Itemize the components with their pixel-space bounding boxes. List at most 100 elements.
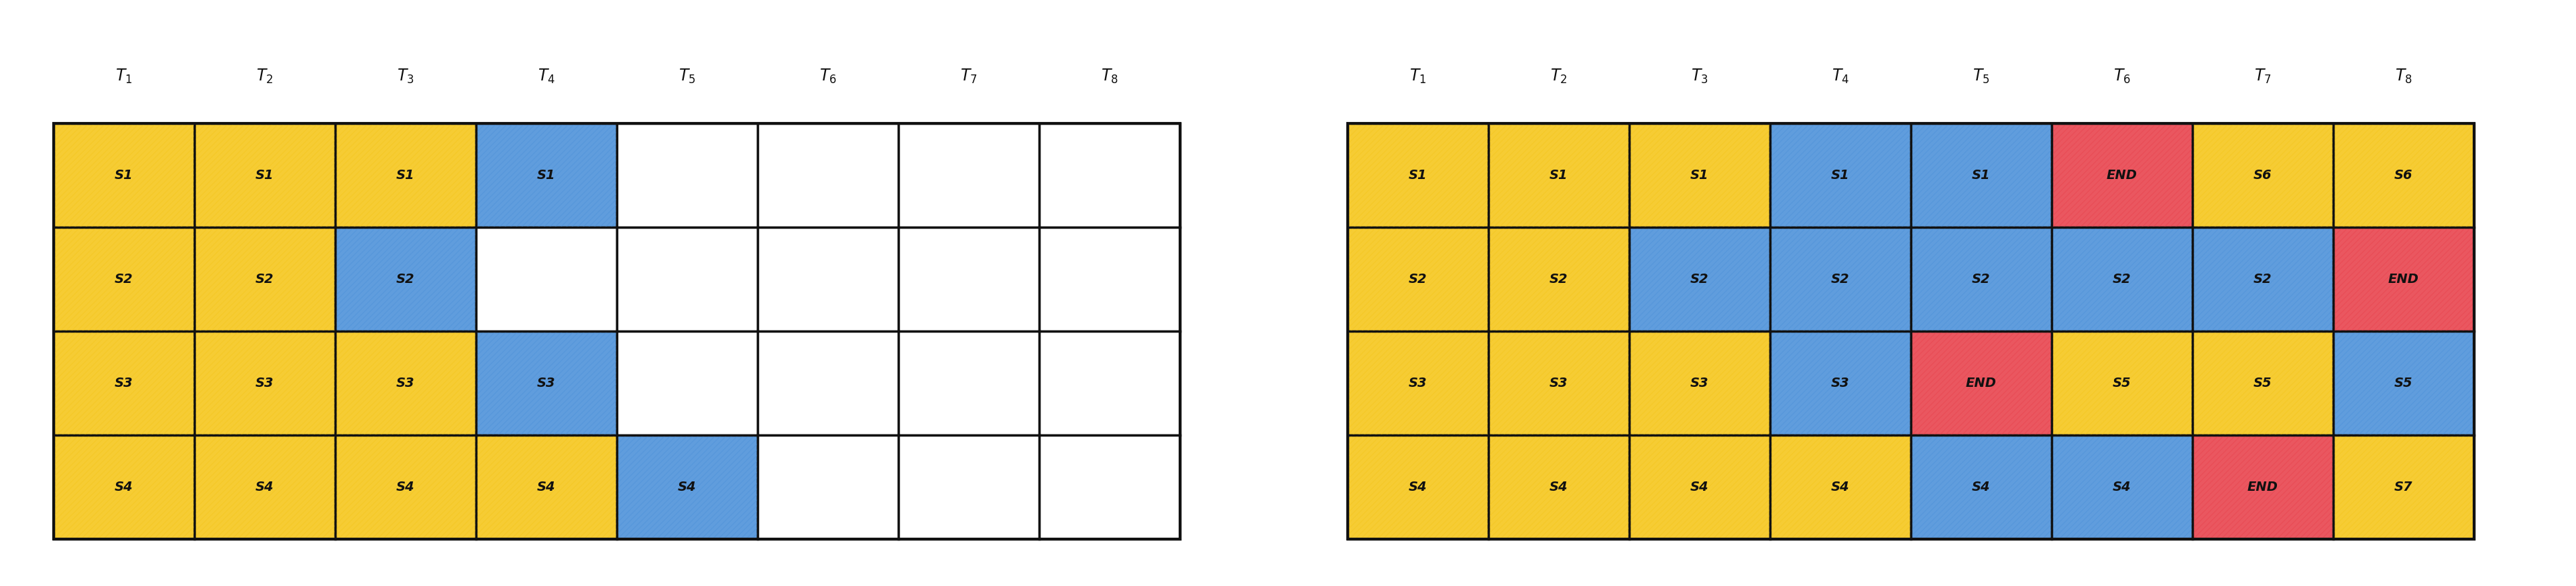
Bar (1489, 331, 1628, 435)
Text: S2: S2 (1973, 273, 1991, 285)
Bar (1489, 331, 1628, 435)
Bar (2050, 331, 2192, 435)
Bar (1628, 227, 1770, 331)
Text: $T_{2}$: $T_{2}$ (258, 68, 273, 86)
Bar (335, 331, 477, 435)
Bar (1489, 124, 1628, 227)
Text: S2: S2 (255, 273, 273, 285)
Text: S4: S4 (1690, 481, 1708, 493)
Bar (2334, 124, 2473, 227)
Bar (899, 435, 1038, 539)
Text: S5: S5 (2112, 377, 2130, 390)
Bar (54, 331, 193, 435)
Text: END: END (2246, 481, 2277, 493)
Bar (193, 124, 335, 227)
Text: S5: S5 (2254, 377, 2272, 390)
Bar (616, 124, 757, 227)
Bar (757, 124, 899, 227)
Text: S2: S2 (397, 273, 415, 285)
Bar (2192, 435, 2334, 539)
Bar (2192, 124, 2334, 227)
Text: S2: S2 (1690, 273, 1708, 285)
Bar (1628, 227, 1770, 331)
Text: S2: S2 (2254, 273, 2272, 285)
Text: $T_{4}$: $T_{4}$ (538, 68, 556, 86)
Bar (2334, 435, 2473, 539)
Text: S4: S4 (1973, 481, 1991, 493)
Bar (1489, 227, 1628, 331)
Bar (1911, 435, 2050, 539)
Bar (2050, 227, 2192, 331)
Bar (54, 124, 1180, 539)
Bar (193, 331, 335, 435)
Bar (1911, 124, 2050, 227)
Text: $T_{4}$: $T_{4}$ (1832, 68, 1850, 86)
Bar (2334, 435, 2473, 539)
Bar (2050, 331, 2192, 435)
Bar (2192, 227, 2334, 331)
Bar (1770, 331, 1911, 435)
Bar (1770, 124, 1911, 227)
Bar (2192, 435, 2334, 539)
Bar (193, 435, 335, 539)
Bar (899, 124, 1038, 227)
Text: $T_{6}$: $T_{6}$ (2112, 68, 2130, 86)
Bar (1911, 227, 2050, 331)
Text: S2: S2 (1551, 273, 1569, 285)
Bar (477, 331, 616, 435)
Text: S3: S3 (1409, 377, 1427, 390)
Text: S2: S2 (116, 273, 134, 285)
Text: END: END (1965, 377, 1996, 390)
Bar (2334, 331, 2473, 435)
Bar (757, 331, 899, 435)
Text: $T_{1}$: $T_{1}$ (116, 68, 131, 86)
Text: S3: S3 (116, 377, 134, 390)
Text: S4: S4 (1409, 481, 1427, 493)
Text: $T_{2}$: $T_{2}$ (1551, 68, 1566, 86)
Bar (2050, 227, 2192, 331)
Bar (2192, 331, 2334, 435)
Bar (899, 331, 1038, 435)
Bar (1911, 124, 2050, 227)
Bar (1347, 435, 1489, 539)
Text: S1: S1 (1690, 169, 1708, 182)
Text: S4: S4 (397, 481, 415, 493)
Text: S7: S7 (2396, 481, 2414, 493)
Bar (2050, 124, 2192, 227)
Bar (616, 331, 757, 435)
Text: $T_{5}$: $T_{5}$ (1973, 68, 1989, 86)
Bar (1347, 435, 1489, 539)
Bar (1347, 124, 2473, 539)
Bar (335, 227, 477, 331)
Text: S4: S4 (1551, 481, 1569, 493)
Text: S3: S3 (1690, 377, 1708, 390)
Bar (2050, 435, 2192, 539)
Bar (1628, 331, 1770, 435)
Bar (193, 124, 335, 227)
Bar (335, 124, 477, 227)
Bar (2334, 227, 2473, 331)
Text: $T_{7}$: $T_{7}$ (961, 68, 976, 86)
Bar (335, 227, 477, 331)
Bar (335, 331, 477, 435)
Text: S1: S1 (397, 169, 415, 182)
Bar (1489, 227, 1628, 331)
Bar (1770, 435, 1911, 539)
Text: $T_{3}$: $T_{3}$ (1690, 68, 1708, 86)
Bar (193, 227, 335, 331)
Text: S4: S4 (116, 481, 134, 493)
Bar (1911, 331, 2050, 435)
Bar (2192, 124, 2334, 227)
Bar (1628, 124, 1770, 227)
Bar (1770, 227, 1911, 331)
Text: S4: S4 (1832, 481, 1850, 493)
Text: $T_{6}$: $T_{6}$ (819, 68, 837, 86)
Text: $T_{3}$: $T_{3}$ (397, 68, 415, 86)
Bar (54, 435, 193, 539)
Bar (1770, 331, 1911, 435)
Bar (616, 435, 757, 539)
Text: S3: S3 (1551, 377, 1569, 390)
Text: S1: S1 (1409, 169, 1427, 182)
Text: S6: S6 (2254, 169, 2272, 182)
Text: $T_{1}$: $T_{1}$ (1409, 68, 1427, 86)
